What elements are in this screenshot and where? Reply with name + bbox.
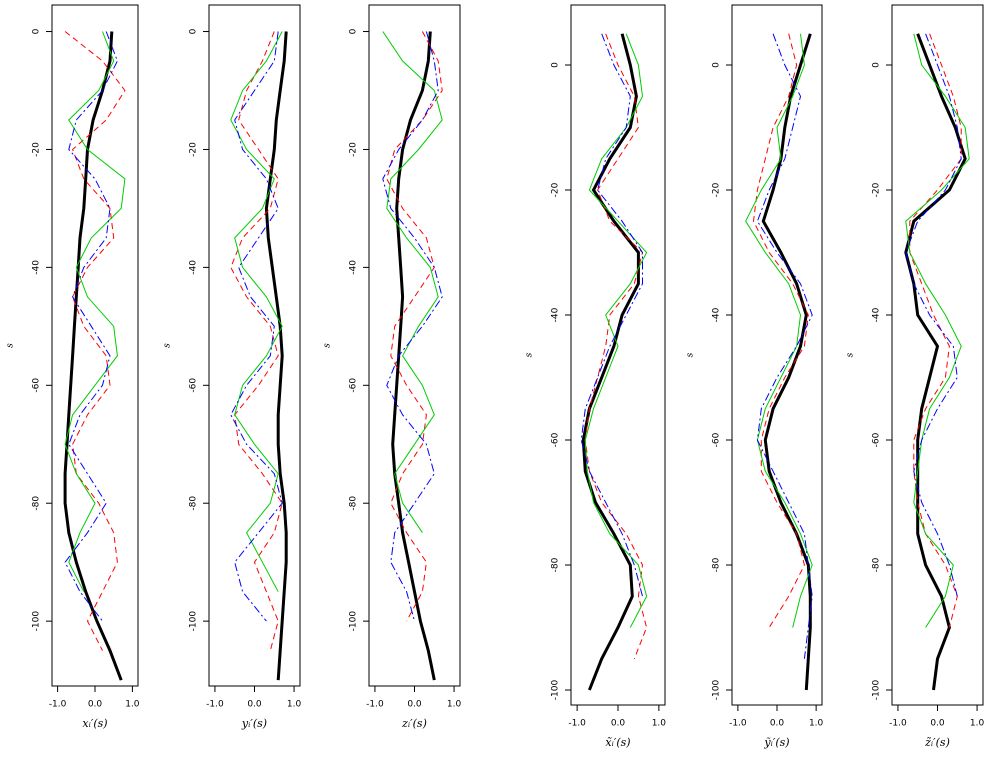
- y-tick-label: -20: [349, 142, 359, 157]
- y-tick-label: 0: [32, 28, 42, 34]
- y-tick-label: -60: [551, 432, 561, 447]
- y-tick-label: -40: [349, 260, 359, 275]
- x-axis-label: x̃ᵢ′(s): [605, 736, 630, 749]
- x-tick-label: 1.0: [809, 719, 824, 729]
- x-tick-label: 0.0: [930, 719, 945, 729]
- x-tick-label: -1.0: [206, 700, 224, 710]
- y-tick-label: 0: [551, 62, 561, 68]
- y-tick-label: 0: [872, 62, 882, 68]
- x-tick-label: 1.0: [447, 700, 462, 710]
- x-tick-label: 0.0: [88, 700, 103, 710]
- x-axis-label: z̃ᵢ′(s): [924, 736, 950, 749]
- x-tick-label: 0.0: [407, 700, 422, 710]
- curve: [382, 31, 443, 622]
- y-tick-label: -100: [551, 680, 561, 701]
- y-tick-label: -100: [32, 611, 42, 632]
- x-tick-label: -1.0: [49, 700, 67, 710]
- y-tick-label: -80: [872, 557, 882, 572]
- y-tick-label: -40: [712, 307, 722, 322]
- y-tick-label: -40: [872, 307, 882, 322]
- y-tick-label: -80: [189, 496, 199, 511]
- y-tick-label: -20: [872, 182, 882, 197]
- x-tick-label: -1.0: [366, 700, 384, 710]
- y-tick-label: -100: [189, 611, 199, 632]
- y-tick-label: -80: [712, 557, 722, 572]
- curve: [64, 31, 126, 592]
- x-tick-label: 0.0: [611, 719, 626, 729]
- curve: [904, 33, 967, 691]
- y-tick-label: -80: [32, 496, 42, 511]
- curve: [584, 33, 648, 628]
- x-tick-label: 0.0: [247, 700, 262, 710]
- y-axis-label: s: [686, 352, 696, 357]
- y-tick-label: -60: [32, 378, 42, 393]
- x-axis-label: zᵢ′(s): [401, 717, 427, 730]
- x-tick-label: -1.0: [889, 719, 907, 729]
- y-tick-label: -40: [189, 260, 199, 275]
- y-axis-label: s: [163, 343, 173, 348]
- y-axis-label: s: [525, 352, 535, 357]
- curve: [264, 31, 288, 681]
- y-tick-label: -80: [349, 496, 359, 511]
- curve: [230, 31, 283, 651]
- plot-frame: [891, 4, 984, 706]
- curve: [64, 31, 118, 622]
- x-tick-label: -1.0: [729, 719, 747, 729]
- curve: [752, 33, 809, 628]
- curve: [64, 31, 126, 651]
- y-axis-label: s: [6, 343, 16, 348]
- plot-frame: [570, 4, 666, 706]
- curve: [905, 33, 962, 597]
- y-tick-label: -20: [32, 142, 42, 157]
- y-axis-label: s: [846, 352, 856, 357]
- curve: [905, 33, 970, 628]
- y-tick-label: 0: [349, 28, 359, 34]
- curve: [745, 33, 813, 628]
- y-tick-label: -100: [349, 611, 359, 632]
- y-axis-label: s: [323, 343, 333, 348]
- plot-frame: [208, 4, 301, 687]
- x-axis-label: xᵢ′(s): [82, 717, 107, 730]
- x-tick-label: -1.0: [568, 719, 586, 729]
- x-tick-label: 1.0: [287, 700, 302, 710]
- curve: [230, 31, 283, 622]
- y-tick-label: -60: [349, 378, 359, 393]
- plot-frame: [51, 4, 139, 687]
- y-tick-label: -20: [551, 182, 561, 197]
- y-tick-label: -20: [189, 142, 199, 157]
- y-tick-label: -100: [872, 680, 882, 701]
- y-tick-label: 0: [189, 28, 199, 34]
- x-tick-label: 1.0: [125, 700, 140, 710]
- plot-frame: [731, 4, 823, 706]
- y-tick-label: -40: [551, 307, 561, 322]
- y-tick-label: -40: [32, 260, 42, 275]
- y-tick-label: -20: [712, 182, 722, 197]
- x-tick-label: 0.0: [770, 719, 785, 729]
- curve: [584, 33, 648, 659]
- x-tick-label: 1.0: [652, 719, 667, 729]
- y-tick-label: 0: [712, 62, 722, 68]
- x-axis-label: ỹᵢ′(s): [763, 736, 789, 749]
- curve: [580, 33, 643, 597]
- curve: [382, 31, 443, 533]
- y-tick-label: -60: [189, 378, 199, 393]
- curve: [581, 33, 640, 691]
- x-tick-label: 1.0: [970, 719, 984, 729]
- x-axis-label: yᵢ′(s): [241, 717, 267, 730]
- y-tick-label: -100: [712, 680, 722, 701]
- y-tick-label: -80: [551, 557, 561, 572]
- y-tick-label: -60: [712, 432, 722, 447]
- curve: [230, 31, 283, 592]
- y-tick-label: -60: [872, 432, 882, 447]
- curve: [909, 33, 962, 628]
- curve: [63, 31, 123, 681]
